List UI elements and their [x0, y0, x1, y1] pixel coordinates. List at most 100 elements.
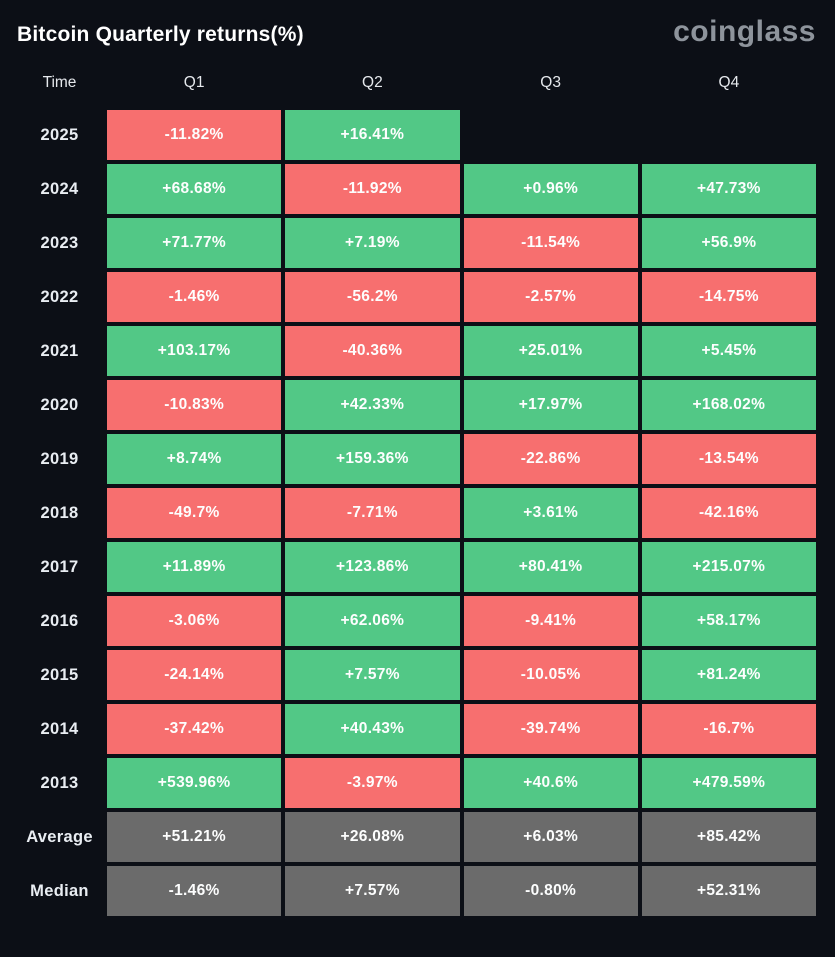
table-row-average: Average +51.21% +26.08% +6.03% +85.42% [0, 812, 816, 862]
return-cell-2017-q3: +80.41% [463, 542, 638, 592]
table-header-row: Time Q1 Q2 Q3 Q4 [0, 72, 816, 94]
return-cell-2023-q1: +71.77% [107, 218, 282, 268]
row-label-2017: 2017 [40, 557, 79, 576]
table-row-2017: 2017 +11.89% +123.86% +80.41% +215.07% [0, 542, 816, 592]
table-body: 2025 -11.82% +16.41% 2024 +68.68% -11.92% +0.9… [0, 110, 835, 916]
return-cell-average-q3: +6.03% [463, 812, 638, 862]
return-cell-median-q4: +52.31% [641, 866, 816, 916]
row-label-median: Median [30, 881, 89, 900]
row-label-2015: 2015 [40, 665, 79, 684]
return-cell-2019-q2: +159.36% [285, 434, 460, 484]
return-cell-2025-q1: -11.82% [107, 110, 282, 160]
return-cell-2020-q2: +42.33% [285, 380, 460, 430]
return-cell-2013-q3: +40.6% [463, 758, 638, 808]
row-label-average: Average [26, 827, 93, 846]
return-cell-average-q1: +51.21% [107, 812, 282, 862]
return-cell-2018-q1: -49.7% [107, 488, 282, 538]
return-cell-2019-q3: -22.86% [463, 434, 638, 484]
return-cell-2019-q4: -13.54% [641, 434, 816, 484]
return-cell-2013-q4: +479.59% [641, 758, 816, 808]
return-cell-2021-q4: +5.45% [641, 326, 816, 376]
table-row-median: Median -1.46% +7.57% -0.80% +52.31% [0, 866, 816, 916]
return-cell-2013-q1: +539.96% [107, 758, 282, 808]
table-row-2018: 2018 -49.7% -7.71% +3.61% -42.16% [0, 488, 816, 538]
return-cell-2016-q2: +62.06% [285, 596, 460, 646]
return-cell-2017-q4: +215.07% [641, 542, 816, 592]
return-cell-average-q2: +26.08% [285, 812, 460, 862]
return-cell-2019-q1: +8.74% [107, 434, 282, 484]
table-row-2016: 2016 -3.06% +62.06% -9.41% +58.17% [0, 596, 816, 646]
return-cell-2024-q1: +68.68% [107, 164, 282, 214]
return-cell-2024-q4: +47.73% [641, 164, 816, 214]
return-cell-2020-q3: +17.97% [463, 380, 638, 430]
return-cell-2014-q3: -39.74% [463, 704, 638, 754]
column-header-time: Time [42, 74, 77, 91]
return-cell-2014-q2: +40.43% [285, 704, 460, 754]
row-label-2025: 2025 [40, 125, 79, 144]
return-cell-2022-q3: -2.57% [463, 272, 638, 322]
return-cell-2017-q1: +11.89% [107, 542, 282, 592]
row-label-2022: 2022 [40, 287, 79, 306]
empty-cell-2025-q3 [464, 110, 638, 160]
return-cell-2015-q1: -24.14% [107, 650, 282, 700]
return-cell-2015-q2: +7.57% [285, 650, 460, 700]
table-row-2023: 2023 +71.77% +7.19% -11.54% +56.9% [0, 218, 816, 268]
return-cell-2023-q2: +7.19% [285, 218, 460, 268]
column-header-q1: Q1 [183, 74, 205, 91]
return-cell-2024-q3: +0.96% [463, 164, 638, 214]
widget-header: Bitcoin Quarterly returns(%) coinglass [0, 0, 835, 54]
return-cell-2023-q3: -11.54% [463, 218, 638, 268]
table-row-2021: 2021 +103.17% -40.36% +25.01% +5.45% [0, 326, 816, 376]
return-cell-2020-q4: +168.02% [641, 380, 816, 430]
return-cell-2025-q2: +16.41% [285, 110, 460, 160]
return-cell-2021-q3: +25.01% [463, 326, 638, 376]
table-row-2013: 2013 +539.96% -3.97% +40.6% +479.59% [0, 758, 816, 808]
return-cell-2014-q1: -37.42% [107, 704, 282, 754]
empty-cell-2025-q4 [642, 110, 816, 160]
return-cell-2015-q3: -10.05% [463, 650, 638, 700]
row-label-2016: 2016 [40, 611, 79, 630]
return-cell-2016-q4: +58.17% [641, 596, 816, 646]
return-cell-2018-q2: -7.71% [285, 488, 460, 538]
row-label-2019: 2019 [40, 449, 79, 468]
return-cell-2016-q1: -3.06% [107, 596, 282, 646]
return-cell-2022-q2: -56.2% [285, 272, 460, 322]
return-cell-average-q4: +85.42% [641, 812, 816, 862]
return-cell-2018-q3: +3.61% [463, 488, 638, 538]
coinglass-logo: coinglass [673, 15, 816, 48]
return-cell-median-q2: +7.57% [285, 866, 460, 916]
table-row-2020: 2020 -10.83% +42.33% +17.97% +168.02% [0, 380, 816, 430]
return-cell-2018-q4: -42.16% [641, 488, 816, 538]
row-label-2013: 2013 [40, 773, 79, 792]
return-cell-2016-q3: -9.41% [463, 596, 638, 646]
return-cell-2022-q4: -14.75% [641, 272, 816, 322]
return-cell-2024-q2: -11.92% [285, 164, 460, 214]
row-label-2021: 2021 [40, 341, 79, 360]
row-label-2014: 2014 [40, 719, 79, 738]
column-header-q2: Q2 [362, 74, 383, 91]
table-row-2015: 2015 -24.14% +7.57% -10.05% +81.24% [0, 650, 816, 700]
table-row-2022: 2022 -1.46% -56.2% -2.57% -14.75% [0, 272, 816, 322]
return-cell-2014-q4: -16.7% [641, 704, 816, 754]
page-title: Bitcoin Quarterly returns(%) [17, 23, 304, 46]
return-cell-2021-q2: -40.36% [285, 326, 460, 376]
table-row-2019: 2019 +8.74% +159.36% -22.86% -13.54% [0, 434, 816, 484]
table-row-2025: 2025 -11.82% +16.41% [0, 110, 816, 160]
row-label-2024: 2024 [40, 179, 79, 198]
return-cell-2013-q2: -3.97% [285, 758, 460, 808]
table-row-2014: 2014 -37.42% +40.43% -39.74% -16.7% [0, 704, 816, 754]
return-cell-2021-q1: +103.17% [107, 326, 282, 376]
return-cell-median-q3: -0.80% [463, 866, 638, 916]
column-header-q4: Q4 [718, 74, 740, 91]
row-label-2020: 2020 [40, 395, 79, 414]
row-label-2018: 2018 [40, 503, 79, 522]
return-cell-2015-q4: +81.24% [641, 650, 816, 700]
return-cell-median-q1: -1.46% [107, 866, 282, 916]
return-cell-2022-q1: -1.46% [107, 272, 282, 322]
row-label-2023: 2023 [40, 233, 79, 252]
column-header-q3: Q3 [540, 74, 561, 91]
table-row-2024: 2024 +68.68% -11.92% +0.96% +47.73% [0, 164, 816, 214]
return-cell-2017-q2: +123.86% [285, 542, 460, 592]
return-cell-2020-q1: -10.83% [107, 380, 282, 430]
